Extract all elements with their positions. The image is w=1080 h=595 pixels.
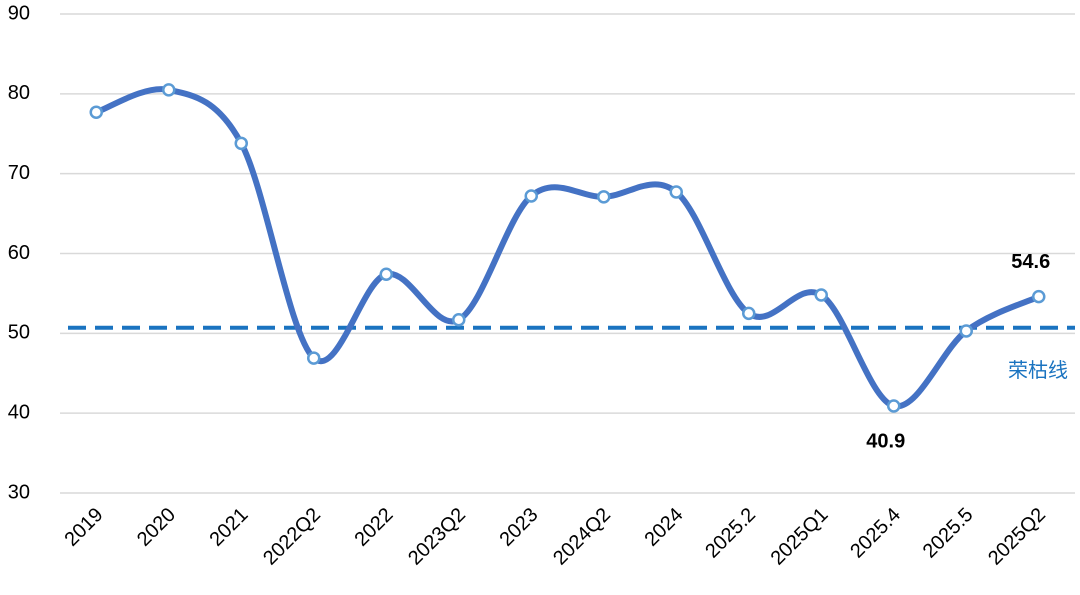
point-marker (524, 189, 538, 203)
point-marker (452, 313, 466, 327)
x-tick-label: 2023 (495, 504, 542, 551)
data-label: 54.6 (1011, 251, 1050, 273)
x-tick-label: 2019 (60, 504, 107, 551)
x-tick-label: 2025.5 (919, 504, 978, 563)
x-tick-label: 2025.4 (846, 504, 905, 563)
point-marker (234, 136, 248, 151)
point-marker (379, 267, 393, 282)
point-marker (814, 288, 828, 302)
x-tick-label: 2021 (205, 504, 252, 551)
x-tick-label: 2025.2 (701, 504, 760, 563)
point-marker (307, 351, 321, 365)
x-tick-label: 2024Q2 (549, 504, 615, 570)
y-tick-label: 40 (8, 401, 30, 423)
y-tick-label: 70 (8, 162, 30, 184)
y-tick-label: 60 (8, 242, 30, 264)
x-tick-label: 2020 (133, 504, 180, 551)
y-tick-label: 30 (8, 481, 30, 503)
x-tick-label: 2023Q2 (404, 504, 470, 570)
x-tick-label: 2025Q1 (767, 504, 833, 570)
y-tick-label: 50 (8, 322, 30, 344)
point-marker (162, 83, 176, 97)
point-marker (742, 306, 756, 321)
x-tick-label: 2022Q2 (259, 504, 325, 570)
reference-label: 荣枯线 (1008, 359, 1068, 382)
point-marker (89, 105, 103, 119)
series-line (95, 86, 1041, 410)
x-tick-label: 2022 (350, 504, 397, 551)
x-tick-label: 2024 (640, 504, 687, 551)
x-tick-label: 2025Q2 (984, 504, 1050, 570)
y-tick-label: 90 (8, 2, 30, 24)
point-marker (887, 399, 901, 413)
data-label: 40.9 (866, 430, 905, 452)
y-tick-label: 80 (8, 82, 30, 104)
point-marker (959, 324, 973, 338)
point-marker (669, 185, 683, 199)
point-marker (1032, 289, 1046, 304)
point-marker (597, 190, 611, 204)
